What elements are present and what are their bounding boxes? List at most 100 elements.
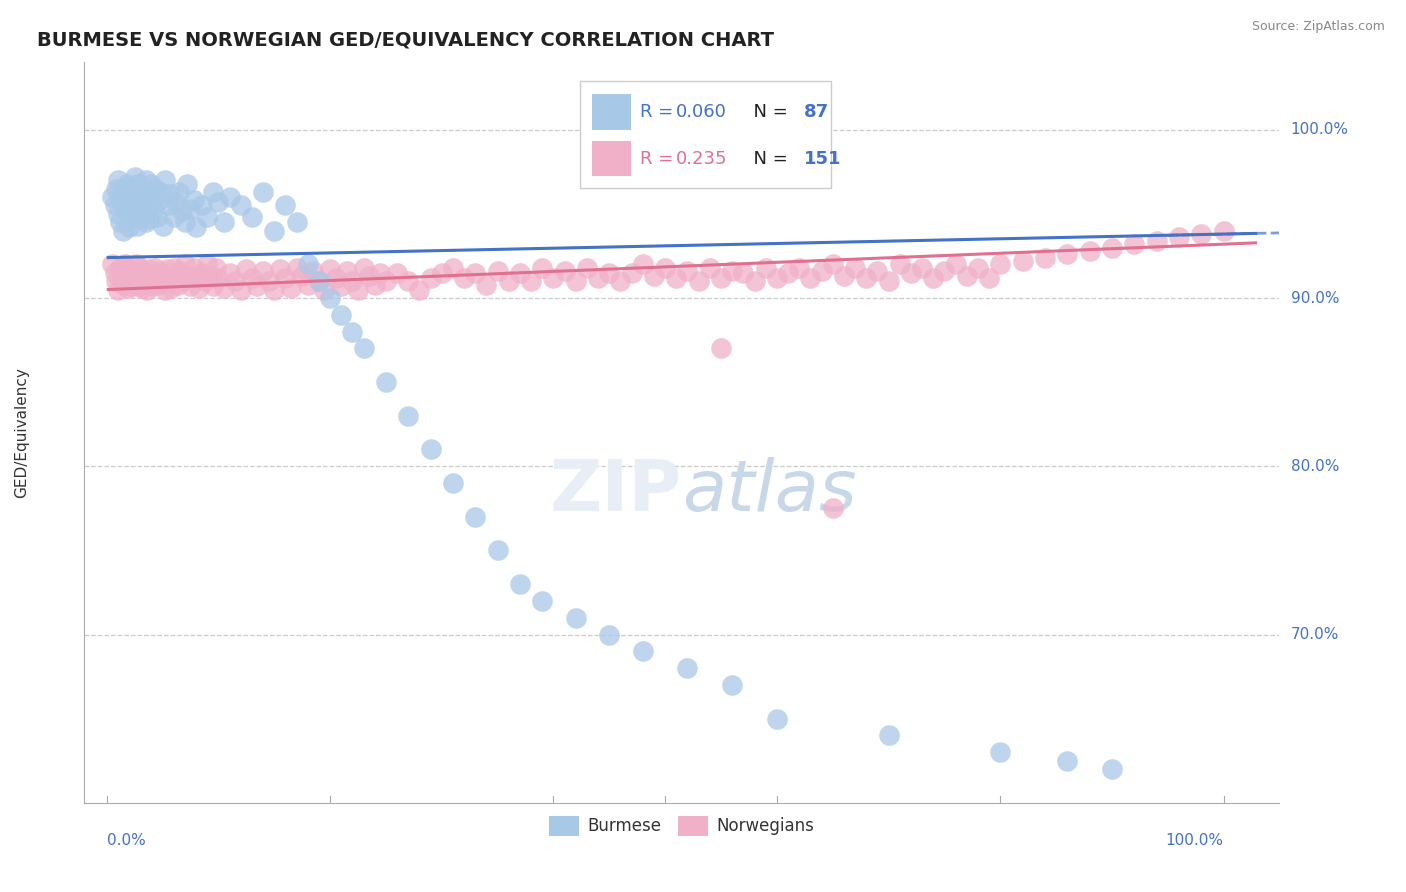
Point [201, 279, 224, 293]
Point [810, 264, 832, 278]
Point [1189, 227, 1212, 241]
Point [172, 274, 194, 288]
Point [240, 270, 263, 285]
Point [195, 257, 218, 271]
Text: N =: N = [742, 150, 793, 168]
Point [183, 194, 205, 208]
Point [129, 260, 152, 275]
Text: 0.060: 0.060 [676, 103, 727, 121]
Point [710, 342, 733, 356]
Point [531, 594, 554, 608]
Point [235, 262, 257, 277]
FancyBboxPatch shape [581, 81, 831, 188]
Point [325, 270, 347, 285]
Point [165, 269, 187, 284]
Point [160, 281, 183, 295]
Point [1146, 234, 1168, 248]
Point [654, 260, 676, 275]
Point [134, 266, 156, 280]
Point [967, 260, 990, 275]
Point [330, 308, 353, 322]
Point [170, 203, 193, 218]
Point [1101, 241, 1123, 255]
Point [135, 215, 157, 229]
Point [229, 283, 252, 297]
Point [141, 279, 163, 293]
Point [157, 198, 180, 212]
Point [877, 729, 900, 743]
Point [844, 260, 866, 275]
Point [252, 185, 274, 199]
Point [676, 661, 699, 675]
Point [291, 269, 314, 284]
Point [152, 219, 174, 233]
Point [101, 257, 124, 271]
Point [419, 442, 441, 457]
Point [353, 260, 375, 275]
Point [554, 264, 576, 278]
Point [146, 211, 169, 225]
Point [285, 215, 308, 229]
Point [112, 224, 135, 238]
Point [207, 270, 229, 285]
Point [1168, 230, 1191, 244]
Point [101, 190, 124, 204]
Point [104, 181, 127, 195]
Point [135, 173, 157, 187]
Point [184, 270, 207, 285]
Point [866, 264, 889, 278]
Point [128, 279, 150, 293]
Point [609, 274, 631, 288]
Point [145, 269, 167, 284]
Text: R =: R = [640, 150, 679, 168]
Point [900, 266, 922, 280]
Text: N =: N = [742, 103, 793, 121]
Point [229, 198, 252, 212]
Point [125, 219, 148, 233]
Point [945, 257, 967, 271]
Point [107, 173, 129, 187]
Point [224, 274, 246, 288]
Point [308, 274, 330, 288]
Point [486, 264, 509, 278]
Point [336, 264, 359, 278]
Point [498, 274, 520, 288]
Point [665, 270, 688, 285]
Point [110, 190, 132, 204]
Point [115, 203, 138, 218]
Point [108, 260, 131, 275]
Point [143, 181, 166, 195]
Point [565, 611, 588, 625]
Point [631, 257, 654, 271]
Point [263, 283, 285, 297]
Point [153, 283, 176, 297]
Point [131, 281, 153, 295]
Point [149, 264, 172, 278]
Point [141, 190, 163, 204]
Text: Source: ZipAtlas.com: Source: ZipAtlas.com [1251, 20, 1385, 33]
Text: 151: 151 [804, 150, 841, 168]
Point [475, 277, 498, 292]
Point [167, 277, 190, 292]
Point [744, 274, 766, 288]
Point [274, 270, 297, 285]
Point [1123, 237, 1146, 252]
Point [114, 257, 136, 271]
Point [122, 264, 145, 278]
Point [200, 269, 222, 284]
Point [120, 279, 142, 293]
Point [176, 177, 198, 191]
Point [124, 169, 146, 184]
Point [330, 279, 353, 293]
Point [1101, 762, 1123, 776]
Point [934, 264, 956, 278]
Point [280, 281, 302, 295]
Point [121, 186, 143, 201]
Point [676, 264, 699, 278]
Point [643, 269, 665, 284]
Point [755, 260, 778, 275]
Point [157, 270, 180, 285]
Point [114, 194, 136, 208]
Point [108, 215, 131, 229]
Point [201, 185, 224, 199]
